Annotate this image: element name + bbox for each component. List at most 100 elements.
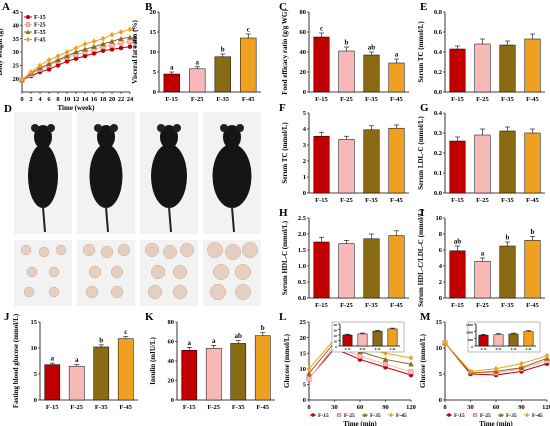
y-tick-label: 15	[436, 319, 443, 326]
y-tick-label: 20	[300, 69, 307, 76]
x-tick-label: F-45	[256, 404, 269, 411]
y-tick-label: 20	[300, 335, 307, 342]
y-tick-label: 60	[300, 29, 307, 36]
marker-circle	[311, 413, 315, 417]
mouse-ear	[47, 124, 55, 132]
x-tick-label: 60	[493, 404, 500, 411]
significance-letter: b	[99, 336, 103, 344]
mouse-body	[89, 144, 123, 208]
y-tick-label: 4	[303, 126, 307, 133]
marker-diamond	[442, 339, 448, 346]
significance-letter: b	[531, 228, 535, 236]
mouse-head	[223, 125, 241, 149]
panel-G: G 0.0 0.1 0.2 0.3 0.4 Serum LDL-C (mmol/L) F-15…	[417, 102, 545, 204]
significance-letter: a	[170, 64, 174, 72]
x-tick-label: 120	[406, 404, 416, 411]
y-axis-label: Serum HDL-C (mmol/L)	[281, 220, 289, 295]
panel-J: J 0 5 10 15 Fasting blood glucose (mmol/L) a F-…	[4, 311, 138, 411]
mouse-silhouette	[212, 124, 252, 233]
mouse-ear	[236, 124, 244, 132]
significance-letter: c	[133, 26, 136, 33]
legend-label: F-25	[344, 413, 355, 419]
x-tick-label: F-25	[476, 197, 489, 204]
y-axis-label: Insulin (mIU/L)	[149, 337, 157, 385]
marker-triangle	[306, 370, 312, 376]
panel-label-I: I	[420, 207, 424, 219]
organ-tissue	[55, 244, 67, 256]
y-tick-label: 0	[303, 397, 306, 404]
x-tick-label: F-15	[315, 96, 328, 103]
significance-letter: a	[395, 51, 399, 59]
panel-L: L 0 5 10 15 20 25 Glucose (mmol/L) 0 30 60 90 120 Tim…	[279, 311, 416, 426]
marker-diamond	[64, 49, 70, 55]
panel-label-F: F	[279, 102, 286, 114]
x-tick-label: F-35	[365, 302, 378, 309]
x-tick-label: F-15	[451, 197, 464, 204]
significance-letter: b	[133, 38, 137, 45]
significance-letter: c	[320, 25, 323, 33]
x-tick-label: F-15	[481, 347, 487, 351]
marker-square	[306, 376, 312, 382]
mouse-ear	[31, 124, 39, 132]
marker-circle	[73, 56, 79, 61]
x-tick-label: F-45	[390, 197, 403, 204]
bar-f-45	[523, 331, 534, 347]
y-tick-label: 10	[436, 215, 443, 222]
organ-tissue	[144, 242, 160, 258]
y-axis-label: Fasting blood glucose (mmol/L)	[12, 313, 20, 408]
x-tick-label: 4	[38, 96, 42, 103]
x-tick-label: 24	[127, 96, 134, 103]
x-tick-label: F-45	[242, 96, 255, 103]
x-tick-label: F-45	[526, 302, 539, 309]
mouse-ear	[173, 124, 181, 132]
marker-diamond	[468, 368, 473, 375]
significance-letter: a	[196, 58, 200, 66]
legend-label: F-35	[506, 413, 517, 419]
marker-square	[337, 413, 342, 418]
significance-letter: b	[221, 46, 225, 54]
x-tick-label: F-25	[340, 302, 353, 309]
marker-triangle	[118, 35, 124, 41]
x-tick-label: F-15	[451, 96, 464, 103]
mouse-tail	[42, 206, 46, 233]
x-tick-label: F-45	[526, 347, 532, 351]
mouse-ear	[110, 124, 118, 132]
panel-label-E: E	[420, 1, 427, 13]
marker-triangle	[408, 361, 414, 367]
bar-f-45	[240, 37, 257, 93]
marker-diamond	[109, 31, 115, 38]
x-tick-label: 0	[20, 96, 23, 103]
x-axis-label: Time (min)	[479, 420, 513, 426]
mouse-tail	[168, 206, 172, 233]
bar-f-15	[449, 140, 466, 194]
legend-label: F-15	[454, 413, 465, 419]
marker-diamond	[306, 365, 312, 372]
x-tick-label: F-35	[501, 96, 514, 103]
marker-triangle	[46, 61, 52, 67]
marker-circle	[91, 51, 97, 56]
organ-tissue	[85, 285, 99, 299]
marker-diamond	[544, 352, 550, 359]
y-tick-label: 8	[439, 231, 443, 238]
bar-f-35	[363, 54, 380, 93]
bar-f-25	[338, 243, 355, 299]
organ-tissue	[88, 265, 102, 279]
marker-triangle	[82, 46, 88, 52]
y-tick-label: 0.0	[434, 190, 442, 197]
marker-triangle	[73, 49, 79, 55]
y-tick-label: 10	[334, 340, 338, 344]
x-tick-label: F-25	[340, 197, 353, 204]
x-tick-label: F-15	[46, 404, 59, 411]
x-tick-label: F-45	[390, 96, 403, 103]
x-tick-label: 90	[518, 404, 525, 411]
marker-triangle	[55, 57, 61, 63]
marker-triangle	[498, 412, 504, 417]
y-axis-label: Serum HDL-C/LDL-C (mmol/L)	[417, 208, 425, 307]
marker-circle	[26, 15, 30, 19]
marker-square	[357, 353, 363, 359]
legend-label: F-45	[396, 413, 407, 419]
significance-letter: a	[51, 355, 55, 363]
panel-D-photos: D	[4, 103, 261, 306]
organ-tissue	[23, 286, 35, 298]
panel-label-H: H	[279, 207, 288, 219]
